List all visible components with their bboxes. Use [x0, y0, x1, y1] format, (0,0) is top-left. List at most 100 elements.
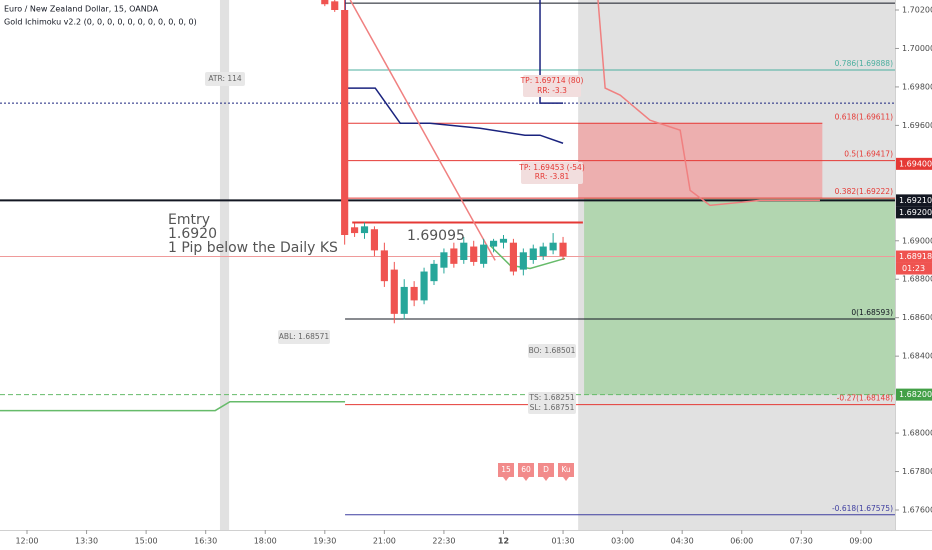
x-tick-label: 21:00	[373, 537, 396, 546]
y-tick-label: 1.70000	[902, 44, 932, 53]
entry-price: 1.6920	[168, 226, 217, 242]
y-tick-label: 1.69600	[902, 121, 932, 130]
x-tick-label: 12	[498, 537, 509, 546]
candle-body	[460, 242, 468, 260]
level-label: 0.5(1.69417)	[844, 150, 893, 159]
timeframe-button[interactable]	[558, 463, 574, 481]
tp1-box	[523, 75, 581, 97]
candle-body	[341, 10, 349, 235]
timeframe-button[interactable]	[498, 463, 514, 481]
candle-body	[321, 0, 329, 5]
x-tick-label: 16:30	[194, 537, 217, 546]
candle-body	[430, 263, 438, 282]
countdown: 01:23	[902, 264, 925, 273]
candle-body	[400, 286, 408, 314]
price-marker	[896, 157, 932, 170]
indicator-line	[597, 0, 820, 207]
y-tick-label: 1.67800	[902, 467, 932, 476]
x-tick-label: 07:30	[790, 537, 813, 546]
candle-body	[559, 242, 567, 257]
atr-label: ATR: 114	[208, 74, 242, 83]
timeframe-label[interactable]: Ku	[561, 465, 571, 474]
tp1-rr: RR: -3.3	[537, 86, 567, 95]
x-tick-label: 12:00	[15, 537, 38, 546]
candle-body	[351, 227, 359, 234]
candle-body	[539, 246, 547, 257]
price-marker	[896, 206, 932, 219]
candle-body	[370, 229, 379, 251]
timeframe-label[interactable]: D	[543, 465, 549, 474]
candle-body	[480, 244, 488, 264]
y-tick-label: 1.68000	[902, 429, 932, 438]
x-tick-label: 22:30	[432, 537, 455, 546]
candle-body	[420, 271, 428, 301]
entry-title: Emtry	[168, 212, 210, 228]
y-tick-label: 1.67600	[902, 506, 932, 515]
y-tick-label: 1.68600	[902, 313, 932, 322]
timeframe-buttons: 15 60 D Ku	[498, 463, 574, 481]
level-label: -0.618(1.67575)	[832, 504, 893, 513]
candle-body	[529, 248, 537, 260]
price-marker	[896, 250, 932, 263]
x-tick-label: 15:00	[135, 537, 158, 546]
indicator-title: Gold Ichimoku v2.2 (0, 0, 0, 0, 0, 0, 0,…	[4, 18, 197, 27]
level-label: 0.786(1.69888)	[835, 59, 893, 68]
bo-box	[528, 344, 576, 358]
tp2-box	[521, 162, 583, 184]
x-tick-label: 03:00	[611, 537, 634, 546]
timeframe-label[interactable]: 60	[521, 465, 531, 474]
candle-body	[489, 240, 498, 247]
level-label: 0.382(1.69222)	[835, 187, 893, 196]
level-label: -0.27(1.68148)	[837, 394, 893, 403]
candle-body	[509, 242, 517, 272]
level-label: 0(1.68593)	[851, 308, 893, 317]
candle-body	[410, 286, 418, 301]
abl-box	[278, 330, 330, 344]
x-tick-label: 01:30	[552, 537, 575, 546]
y-tick-label: 1.69000	[902, 236, 932, 245]
candle-body	[470, 246, 478, 262]
candle-body	[450, 248, 458, 264]
candle-body	[331, 1, 339, 10]
plot: 0.786(1.69888) 0.618(1.69611) 0.5(1.69417)…	[0, 0, 895, 530]
tp1-label: TP: 1.69714 (80)	[520, 76, 584, 85]
indicator-line	[344, 0, 564, 144]
price-marker	[896, 194, 932, 207]
price-marker-label: 1.69210	[899, 196, 932, 205]
x-tick-label: 19:30	[313, 537, 336, 546]
candle-body	[440, 252, 448, 268]
candle-body	[390, 269, 398, 314]
x-tick-label: 18:00	[254, 537, 277, 546]
x-tick-label: 13:30	[75, 537, 98, 546]
y-tick-label: 1.70200	[902, 6, 932, 15]
entry-note: 1 Pip below the Daily KS	[168, 240, 338, 256]
abl-label: ABL: 1.68571	[279, 332, 330, 341]
price-marker	[896, 388, 932, 401]
symbol-title: Euro / New Zealand Dollar, 15, OANDA	[4, 5, 159, 14]
zone	[584, 198, 895, 395]
candle-body	[360, 226, 369, 234]
bo-label: BO: 1.68501	[529, 346, 576, 355]
x-tick-label: 06:00	[730, 537, 753, 546]
tp2-rr: RR: -3.81	[535, 172, 570, 181]
timeframe-button[interactable]	[538, 463, 554, 481]
candle-body	[519, 252, 527, 270]
entry-level-label: 1.69095	[407, 228, 465, 244]
timeframe-label[interactable]: 15	[501, 465, 511, 474]
indicator-line	[0, 400, 346, 412]
candle-body	[549, 242, 557, 251]
atr-box	[205, 72, 245, 86]
y-tick-label: 1.68400	[902, 352, 932, 361]
tp2-label: TP: 1.69453 (-54)	[518, 163, 585, 172]
indicator-line	[349, 0, 496, 261]
x-tick-label: 09:00	[849, 537, 872, 546]
y-tick-label: 1.69800	[902, 82, 932, 91]
candle-body	[380, 250, 388, 282]
indicator-line	[539, 0, 564, 104]
y-tick-label: 1.68800	[902, 275, 932, 284]
ts-label: TS: 1.68251	[528, 393, 574, 402]
price-marker-label: 1.69200	[899, 208, 932, 217]
timeframe-button[interactable]	[518, 463, 534, 481]
countdown-bg	[896, 262, 932, 275]
